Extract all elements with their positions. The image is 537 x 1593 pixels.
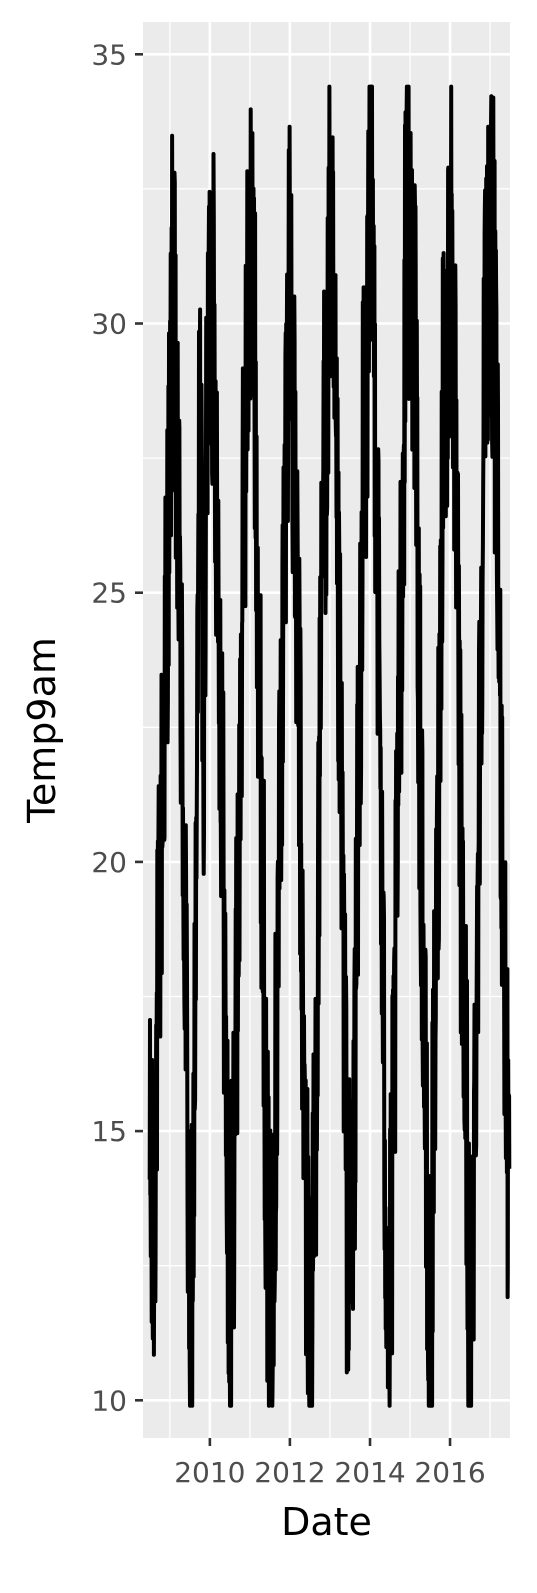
- y-tick-label: 30: [91, 308, 127, 341]
- y-tick-label: 35: [91, 38, 127, 71]
- x-axis-title: Date: [281, 1500, 372, 1544]
- x-tick-label: 2012: [254, 1456, 325, 1489]
- y-tick-label: 25: [91, 577, 127, 610]
- x-tick-label: 2014: [334, 1456, 405, 1489]
- series-layer: [147, 84, 512, 1408]
- x-tick-label: 2016: [414, 1456, 485, 1489]
- x-tick-label: 2010: [174, 1456, 245, 1489]
- y-axis-title: Temp9am: [20, 637, 64, 824]
- y-tick-label: 15: [91, 1115, 127, 1148]
- series-line: [147, 84, 512, 1408]
- y-tick-label: 20: [91, 846, 127, 879]
- x-axis: 2010 2012 2014 2016: [174, 1438, 486, 1489]
- y-axis: 10 15 20 25 30 35: [91, 38, 143, 1417]
- y-tick-label: 10: [91, 1384, 127, 1417]
